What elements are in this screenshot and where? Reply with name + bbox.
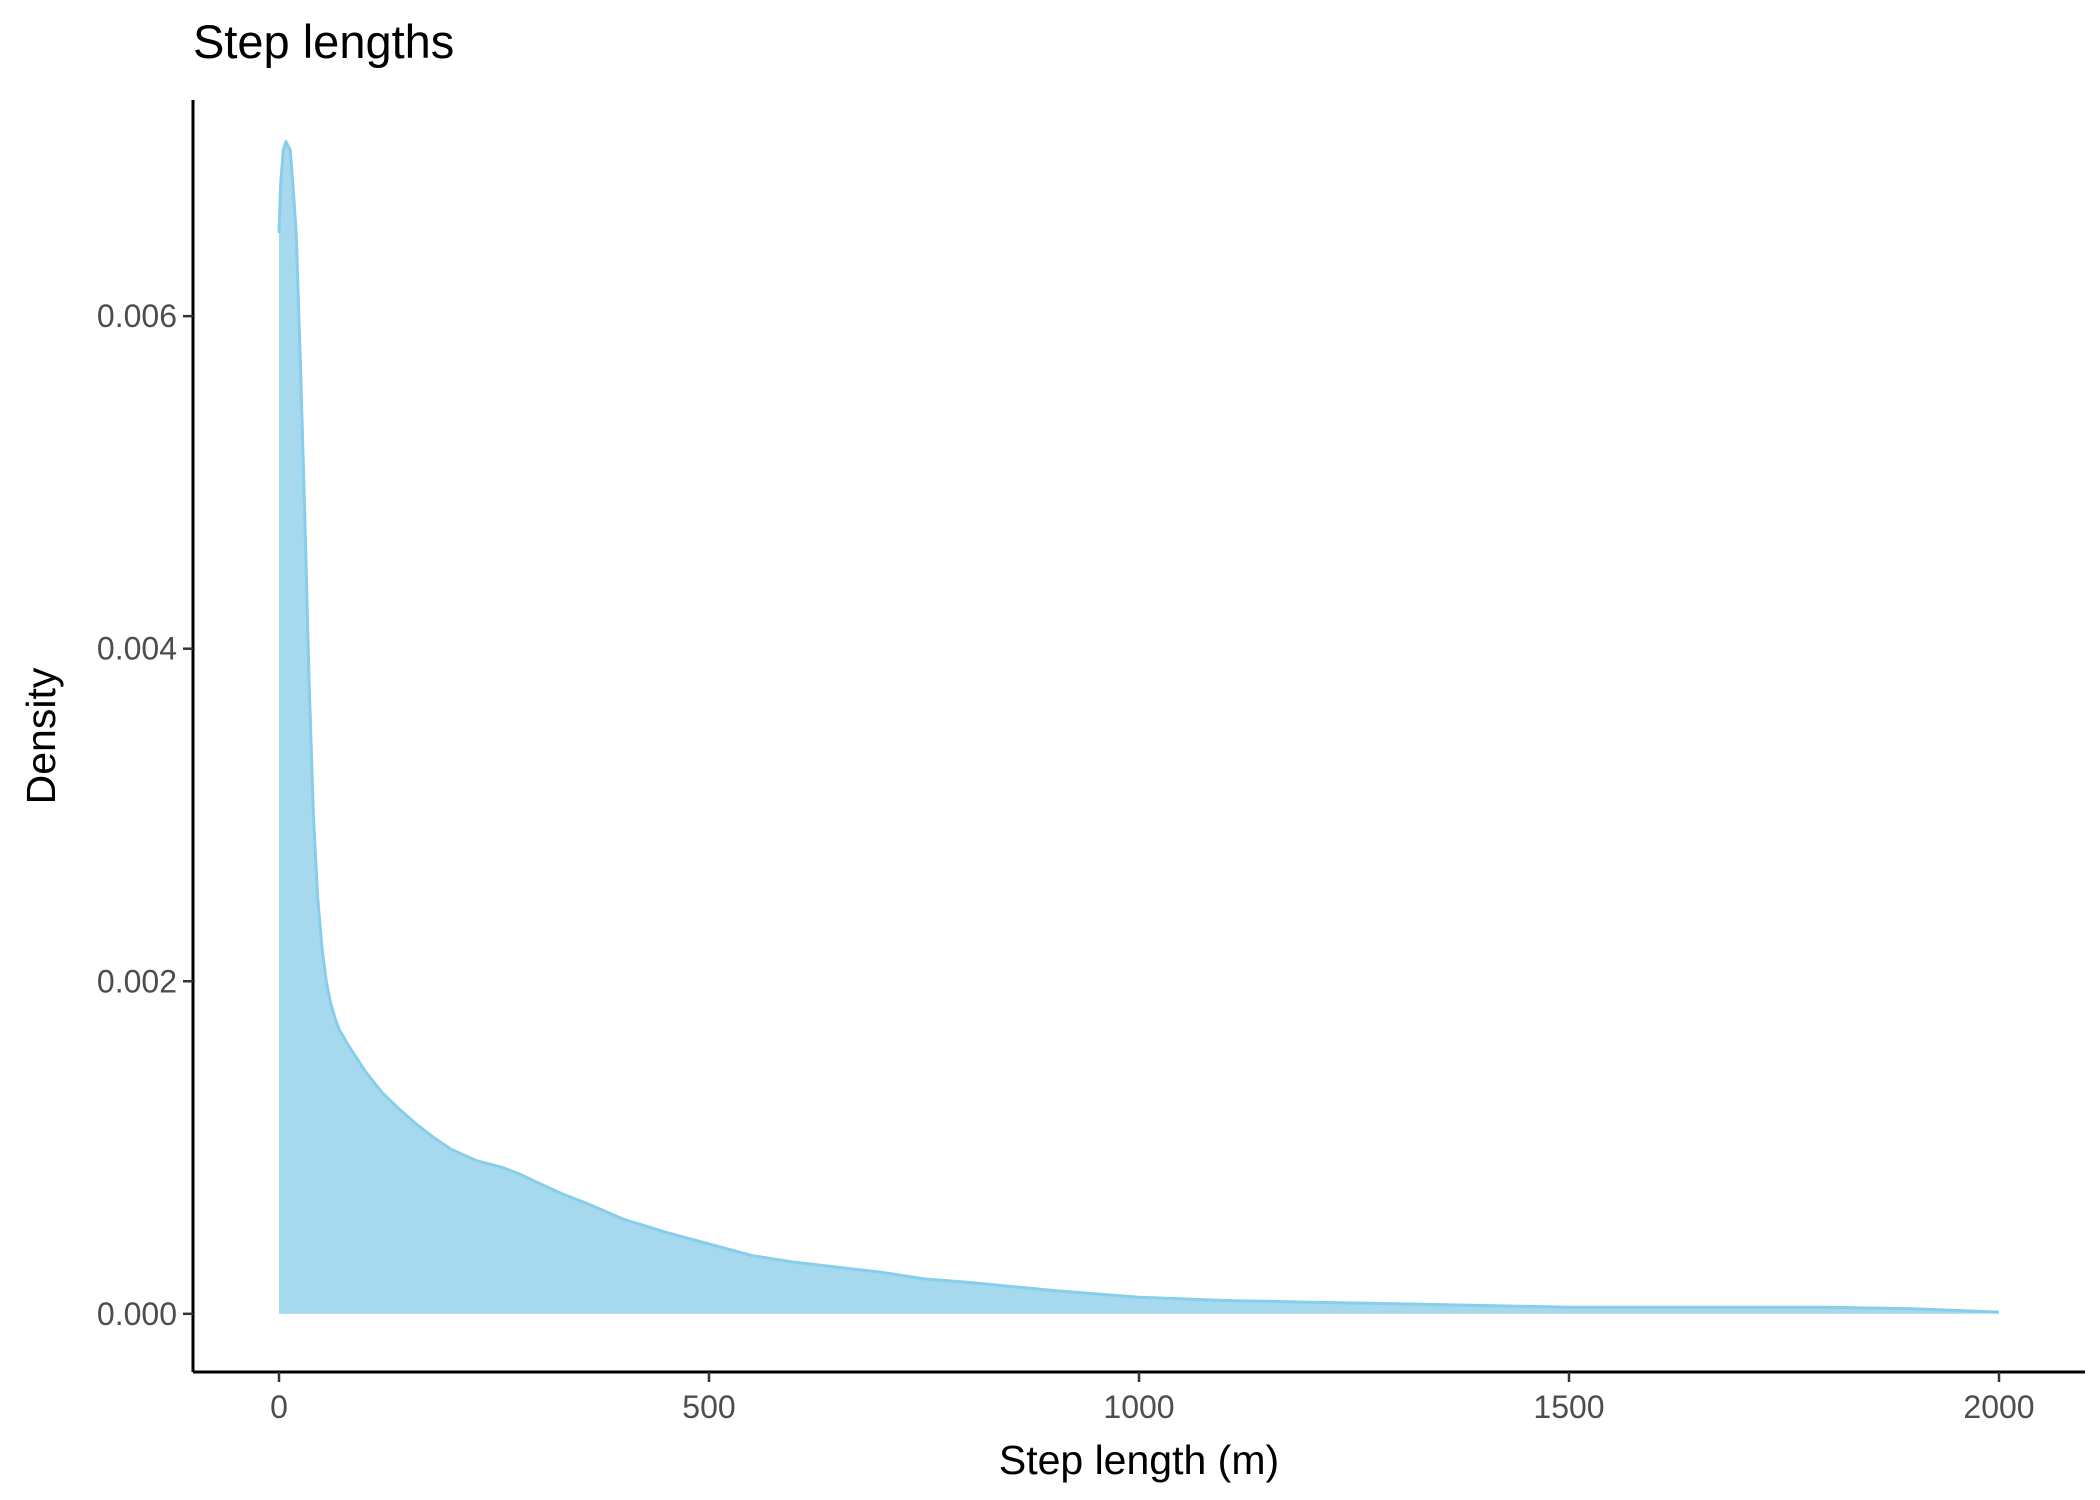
axes: 0 500 1000 1500 2000 0.000 0.002 0.004 0.006 — [97, 100, 2085, 1425]
x-tick-label: 1000 — [1103, 1389, 1174, 1425]
chart-title: Step lengths — [193, 15, 455, 68]
density-line — [277, 140, 2000, 1314]
x-tick-label: 1500 — [1533, 1389, 1604, 1425]
y-tick-label: 0.004 — [97, 631, 177, 667]
y-tick-label: 0.000 — [97, 1296, 177, 1332]
x-tick-label: 500 — [682, 1389, 735, 1425]
x-tick-label: 0 — [270, 1389, 288, 1425]
x-tick-label: 2000 — [1963, 1389, 2034, 1425]
y-tick-label: 0.006 — [97, 298, 177, 334]
x-axis-title: Step length (m) — [999, 1437, 1279, 1483]
density-area — [279, 141, 1999, 1314]
plot-area — [277, 140, 2000, 1314]
y-tick-label: 0.002 — [97, 963, 177, 999]
y-axis-title: Density — [18, 667, 64, 804]
